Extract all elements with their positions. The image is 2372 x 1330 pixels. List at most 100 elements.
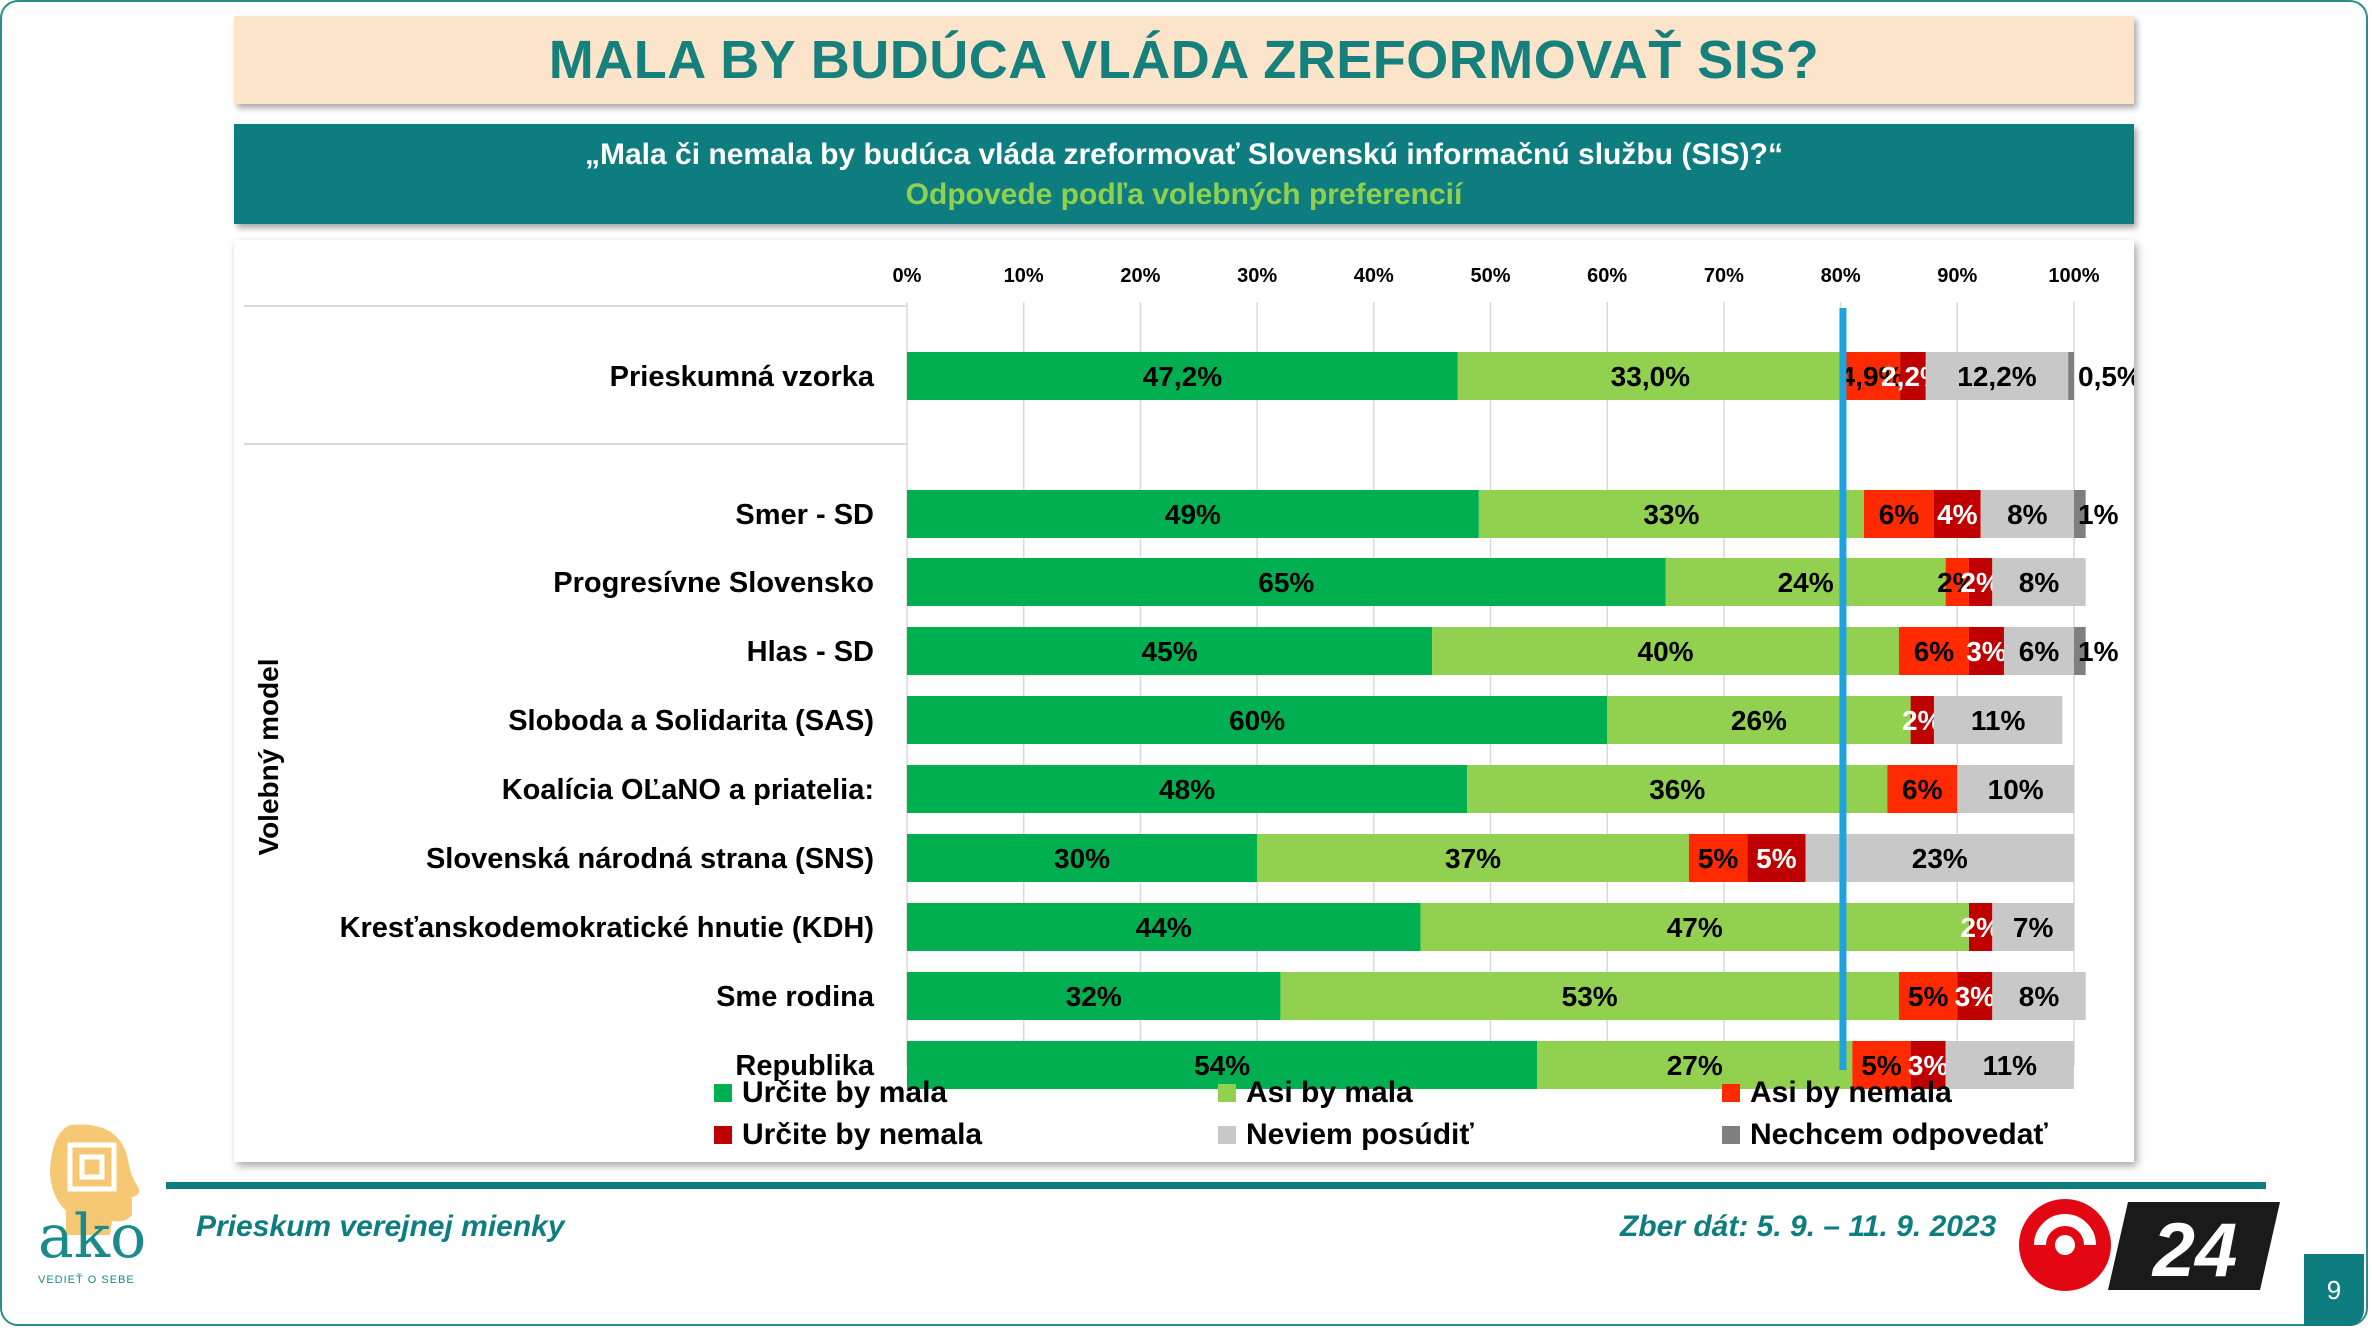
tv-channel-logo-icon: 24 bbox=[2019, 1199, 2280, 1293]
data-label: 5% bbox=[1698, 843, 1739, 874]
bar-segment bbox=[1992, 558, 2086, 606]
bar-segment bbox=[1887, 765, 1958, 813]
bar-segment bbox=[907, 903, 1421, 951]
bar-segment bbox=[1957, 765, 2074, 813]
data-label: 47,2% bbox=[1143, 361, 1222, 392]
category-label: Sloboda a Solidarita (SAS) bbox=[508, 705, 874, 737]
bar-segment bbox=[1945, 1041, 2074, 1089]
data-label: 5% bbox=[1756, 843, 1797, 874]
data-label: 54% bbox=[1194, 1050, 1250, 1081]
data-label: 6% bbox=[1879, 499, 1920, 530]
bar-segment bbox=[1420, 903, 1969, 951]
data-label: 5% bbox=[1861, 1050, 1902, 1081]
legend-swatch bbox=[1722, 1084, 1740, 1102]
bar-segment bbox=[907, 765, 1468, 813]
bar-segment bbox=[1933, 696, 2063, 744]
bar-segment bbox=[1537, 1041, 1853, 1089]
data-label: 24% bbox=[1778, 567, 1834, 598]
bar-segment bbox=[907, 627, 1433, 675]
legend-label: Asi by nemala bbox=[1750, 1076, 1952, 1109]
bar-segment bbox=[1467, 765, 1888, 813]
data-label: 30% bbox=[1054, 843, 1110, 874]
bar-segment bbox=[1980, 490, 2074, 538]
x-tick-label: 40% bbox=[1354, 265, 1394, 287]
data-label: 6% bbox=[1902, 774, 1943, 805]
bar-segment bbox=[1665, 558, 1946, 606]
bar-segment bbox=[1898, 627, 1969, 675]
data-label: 4% bbox=[1937, 499, 1978, 530]
data-label: 26% bbox=[1731, 705, 1787, 736]
bar-segment bbox=[1925, 352, 2069, 400]
footer-dates: Zber dát: 5. 9. – 11. 9. 2023 bbox=[1620, 1210, 1997, 1243]
bar-segment bbox=[1842, 352, 1901, 400]
category-label: Koalícia OĽaNO a priatelia: bbox=[502, 774, 874, 806]
legend-label: Asi by mala bbox=[1246, 1076, 1413, 1109]
data-label: 3% bbox=[1908, 1050, 1949, 1081]
data-label: 5% bbox=[1908, 981, 1949, 1012]
bar-segment bbox=[1900, 352, 1926, 400]
x-tick-label: 90% bbox=[1937, 265, 1977, 287]
bar-segment bbox=[1957, 972, 1993, 1020]
category-label: Slovenská národná strana (SNS) bbox=[426, 843, 874, 875]
data-label: 7% bbox=[2013, 912, 2054, 943]
bar-segment bbox=[1688, 834, 1748, 882]
bar-segment bbox=[907, 1041, 1538, 1089]
category-label: Republika bbox=[735, 1050, 874, 1082]
title-banner: MALA BY BUDÚCA VLÁDA ZREFORMOVAŤ SIS? bbox=[234, 16, 2134, 104]
bar-segment bbox=[907, 558, 1666, 606]
stacked-bar-chart: 0% 10% 20% 30% 40% 50% 60% 70% 80% 90% 100% Volebný… bbox=[244, 265, 2134, 1151]
bar-segment bbox=[1992, 903, 2074, 951]
question-text: „Mala či nemala by budúca vláda zreformo… bbox=[585, 138, 1783, 171]
legend-swatch bbox=[1218, 1084, 1236, 1102]
x-tick-label: 70% bbox=[1704, 265, 1744, 287]
data-label: 8% bbox=[2019, 567, 2060, 598]
bar-segment bbox=[907, 834, 1258, 882]
data-label: 3% bbox=[1966, 636, 2007, 667]
category-label: Sme rodina bbox=[716, 981, 875, 1013]
x-tick-label: 20% bbox=[1120, 265, 1160, 287]
legend-swatch bbox=[1218, 1126, 1236, 1144]
bar-segment bbox=[1478, 490, 1864, 538]
data-label: 37% bbox=[1445, 843, 1501, 874]
category-label: Prieskumná vzorka bbox=[610, 361, 875, 393]
data-label: 36% bbox=[1649, 774, 1705, 805]
x-tick-label: 0% bbox=[893, 265, 922, 287]
data-label: 45% bbox=[1142, 636, 1198, 667]
bar-segment bbox=[1257, 834, 1689, 882]
bar-segment bbox=[1910, 696, 1934, 744]
x-tick-label: 80% bbox=[1821, 265, 1861, 287]
x-tick-label: 10% bbox=[1004, 265, 1044, 287]
data-label: 48% bbox=[1159, 774, 1215, 805]
data-label: 3% bbox=[1955, 981, 1996, 1012]
data-label: 53% bbox=[1562, 981, 1618, 1012]
data-label: 11% bbox=[1983, 1050, 2038, 1081]
data-label: 40% bbox=[1638, 636, 1694, 667]
category-label: Hlas - SD bbox=[747, 636, 874, 668]
bar-segment bbox=[907, 972, 1281, 1020]
data-label: 33% bbox=[1643, 499, 1699, 530]
data-label: 0,5% bbox=[2078, 361, 2134, 392]
bar-segment bbox=[907, 352, 1458, 400]
x-tick-label: 30% bbox=[1237, 265, 1277, 287]
legend-swatch bbox=[714, 1084, 732, 1102]
bar-segment bbox=[1968, 627, 2004, 675]
bar-segment bbox=[2074, 627, 2086, 675]
data-label: 23% bbox=[1912, 843, 1968, 874]
data-label: 49% bbox=[1165, 499, 1221, 530]
page-number: 9 bbox=[2304, 1254, 2364, 1326]
data-label: 4,9% bbox=[1840, 361, 1904, 392]
bar-segment bbox=[1898, 972, 1958, 1020]
legend-swatch bbox=[1722, 1126, 1740, 1144]
bar-segment bbox=[1933, 490, 1981, 538]
bar-segment bbox=[1968, 558, 1993, 606]
data-label: 11% bbox=[1971, 705, 2026, 736]
category-label: Progresívne Slovensko bbox=[553, 567, 874, 599]
bar-segment bbox=[2003, 627, 2074, 675]
data-label: 6% bbox=[2019, 636, 2060, 667]
bar-segment bbox=[907, 490, 1479, 538]
category-label: Kresťanskodemokratické hnutie (KDH) bbox=[340, 912, 874, 944]
bar-segment bbox=[1805, 834, 2074, 882]
data-label: 1% bbox=[2078, 499, 2119, 530]
footer-divider bbox=[166, 1182, 2266, 1189]
